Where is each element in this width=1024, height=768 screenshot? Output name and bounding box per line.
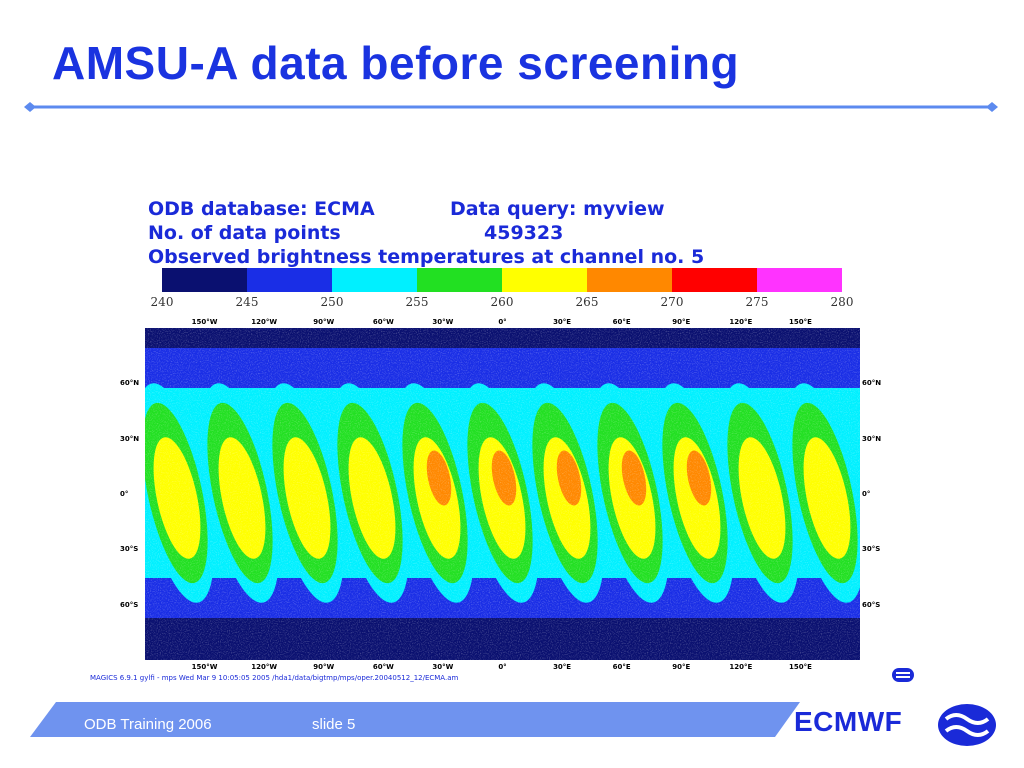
latitude-label: 30°S bbox=[120, 545, 139, 554]
brightness-temperature-map bbox=[145, 328, 860, 660]
data-points-value: 459323 bbox=[484, 222, 564, 244]
latitude-label: 60°S bbox=[862, 600, 881, 609]
longitude-label: 0° bbox=[498, 318, 507, 326]
ecmwf-brand: ECMWF bbox=[794, 706, 903, 737]
longitude-label: 90°W bbox=[313, 663, 335, 671]
colorbar-segment bbox=[162, 268, 247, 292]
colorbar-segment bbox=[417, 268, 502, 292]
latitude-label: 30°N bbox=[862, 434, 882, 443]
longitude-label: 90°E bbox=[672, 318, 691, 326]
colorbar-tick-label: 255 bbox=[405, 295, 429, 309]
longitude-label: 30°W bbox=[432, 318, 454, 326]
small-ecmwf-logo-icon bbox=[892, 668, 914, 682]
longitude-label: 150°W bbox=[191, 663, 218, 671]
latitude-label: 60°S bbox=[120, 600, 139, 609]
map-field bbox=[145, 328, 860, 660]
colorbar-segment bbox=[332, 268, 417, 292]
footer-slide-number: slide 5 bbox=[312, 716, 356, 733]
plot-subtitle: Observed brightness temperatures at chan… bbox=[148, 246, 705, 268]
colorbar-tick-label: 265 bbox=[575, 295, 599, 309]
longitude-label: 150°E bbox=[788, 318, 812, 326]
colorbar-tick-label: 280 bbox=[830, 295, 854, 309]
data-points-label: No. of data points bbox=[148, 222, 341, 244]
longitude-label: 120°E bbox=[729, 318, 753, 326]
longitude-label: 30°E bbox=[553, 663, 572, 671]
longitude-label: 30°W bbox=[432, 663, 454, 671]
colorbar-tick-label: 275 bbox=[745, 295, 769, 309]
longitude-label: 150°E bbox=[788, 663, 812, 671]
title-divider bbox=[24, 102, 998, 112]
plot-footer-note: MAGICS 6.9.1 gylfi - mps Wed Mar 9 10:05… bbox=[90, 674, 459, 682]
colorbar-segment bbox=[247, 268, 332, 292]
footer-course-name: ODB Training 2006 bbox=[84, 716, 212, 733]
colorbar-segment bbox=[502, 268, 587, 292]
longitude-label: 90°E bbox=[672, 663, 691, 671]
colorbar-tick-label: 240 bbox=[150, 295, 174, 309]
colorbar-tick-label: 270 bbox=[660, 295, 684, 309]
odb-database-label: ODB database: ECMA bbox=[148, 198, 375, 220]
footer-band bbox=[30, 702, 800, 737]
longitude-label: 60°E bbox=[612, 663, 631, 671]
colorbar-segment bbox=[757, 268, 842, 292]
ecmwf-logo-icon bbox=[938, 704, 996, 746]
longitude-label: 90°W bbox=[313, 318, 335, 326]
colorbar-tick-label: 260 bbox=[490, 295, 514, 309]
latitude-label: 60°N bbox=[120, 379, 140, 388]
slide-title: AMSU-A data before screening bbox=[52, 37, 740, 89]
latitude-label: 0° bbox=[120, 490, 129, 498]
longitude-label: 120°W bbox=[251, 318, 278, 326]
latitude-label: 60°N bbox=[862, 379, 882, 388]
colorbar-segment bbox=[672, 268, 757, 292]
longitude-label: 0° bbox=[498, 663, 507, 671]
longitude-label: 30°E bbox=[553, 318, 572, 326]
latitude-label: 30°N bbox=[120, 434, 140, 443]
longitude-label: 60°E bbox=[612, 318, 631, 326]
temperature-colorbar bbox=[162, 268, 842, 292]
latitude-label: 0° bbox=[862, 490, 871, 498]
longitude-label: 60°W bbox=[372, 663, 394, 671]
colorbar-tick-label: 250 bbox=[320, 295, 344, 309]
data-query-label: Data query: myview bbox=[450, 198, 665, 220]
colorbar-segment bbox=[587, 268, 672, 292]
colorbar-tick-label: 245 bbox=[235, 295, 259, 309]
longitude-label: 150°W bbox=[191, 318, 218, 326]
longitude-label: 120°E bbox=[729, 663, 753, 671]
longitude-label: 120°W bbox=[251, 663, 278, 671]
longitude-label: 60°W bbox=[372, 318, 394, 326]
latitude-label: 30°S bbox=[862, 545, 881, 554]
